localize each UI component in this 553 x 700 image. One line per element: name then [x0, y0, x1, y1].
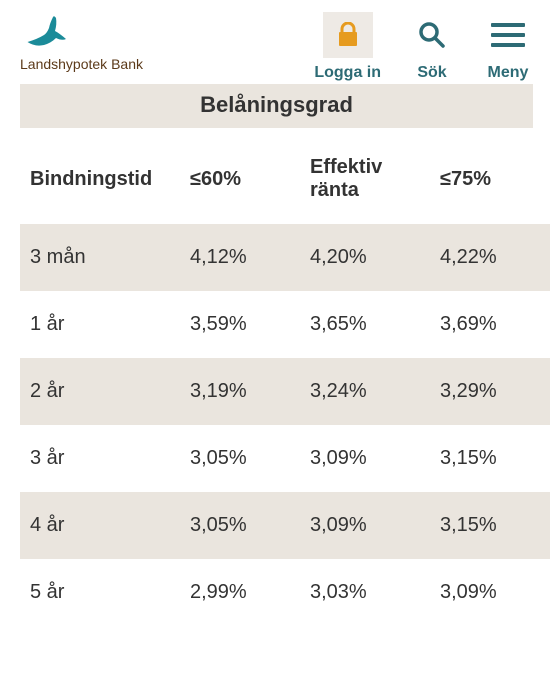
search-button[interactable]: Sök: [407, 12, 457, 82]
search-label: Sök: [417, 64, 446, 82]
table-cell: 3,19%: [180, 358, 300, 425]
table-cell: 3,24%: [300, 358, 430, 425]
bird-icon: [20, 12, 70, 54]
table-cell: 2 år: [20, 358, 180, 425]
table-cell: 3 mån: [20, 224, 180, 291]
table-cell: 3,15%: [430, 492, 550, 559]
table-cell: 4,22%: [430, 224, 550, 291]
nav: Logga in Sök Meny: [314, 12, 533, 82]
login-label: Logga in: [314, 64, 381, 82]
table-cell: 3,29%: [430, 358, 550, 425]
table-cell: 3,03%: [300, 559, 430, 626]
table-row: 4 år3,05%3,09%3,15%: [20, 492, 550, 559]
table-cell: 5 år: [20, 559, 180, 626]
rates-section: Belåningsgrad Bindningstid ≤60% Effektiv…: [0, 90, 553, 626]
table-row: 5 år2,99%3,03%3,09%: [20, 559, 550, 626]
menu-button[interactable]: Meny: [483, 12, 533, 82]
col-60: ≤60%: [180, 134, 300, 224]
table-row: 1 år3,59%3,65%3,69%: [20, 291, 550, 358]
table-cell: 3,59%: [180, 291, 300, 358]
table-cell: 3,09%: [430, 559, 550, 626]
table-cell: 4 år: [20, 492, 180, 559]
col-75: ≤75%: [430, 134, 550, 224]
col-bindningstid: Bindningstid: [20, 134, 180, 224]
menu-label: Meny: [488, 64, 529, 82]
table-cell: 3,65%: [300, 291, 430, 358]
table-cell: 3,09%: [300, 492, 430, 559]
table-cell: 4,20%: [300, 224, 430, 291]
table-row: 3 mån4,12%4,20%4,22%: [20, 224, 550, 291]
brand-name: Landshypotek Bank: [20, 56, 143, 72]
table-row: 2 år3,19%3,24%3,29%: [20, 358, 550, 425]
table-header-row: Bindningstid ≤60% Effektiv ränta ≤75%: [20, 134, 550, 224]
table-cell: 3,05%: [180, 492, 300, 559]
table-cell: 4,12%: [180, 224, 300, 291]
logo[interactable]: Landshypotek Bank: [20, 12, 143, 72]
rates-table: Bindningstid ≤60% Effektiv ränta ≤75% 3 …: [20, 134, 550, 626]
col-effektiv: Effektiv ränta: [300, 134, 430, 224]
search-icon: [407, 12, 457, 58]
table-row: 3 år3,05%3,09%3,15%: [20, 425, 550, 492]
table-cell: 3,09%: [300, 425, 430, 492]
table-cell: 3 år: [20, 425, 180, 492]
lock-icon: [323, 12, 373, 58]
table-cell: 3,69%: [430, 291, 550, 358]
table-cell: 2,99%: [180, 559, 300, 626]
header: Landshypotek Bank Logga in Sök: [0, 0, 553, 90]
table-cell: 3,05%: [180, 425, 300, 492]
table-cell: 1 år: [20, 291, 180, 358]
login-button[interactable]: Logga in: [314, 12, 381, 82]
hamburger-icon: [483, 12, 533, 58]
table-cell: 3,15%: [430, 425, 550, 492]
table-title: Belåningsgrad: [20, 84, 533, 128]
